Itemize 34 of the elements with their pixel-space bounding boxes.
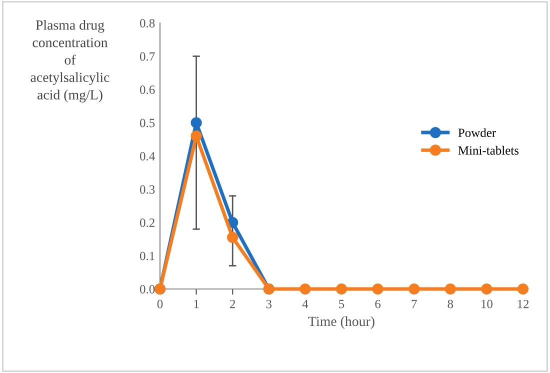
y-tick-label: 0.3 [140, 185, 155, 194]
point [408, 283, 420, 295]
x-tick-label: 4 [302, 300, 308, 308]
y-tick-label: 0.7 [140, 52, 155, 61]
point [372, 283, 384, 295]
point [481, 283, 492, 295]
legend-label: Mini-tablets [458, 146, 519, 155]
point [517, 283, 529, 295]
point [336, 283, 348, 295]
x-tick-label: 5 [339, 300, 344, 308]
y-tick-label: 0.8 [140, 19, 155, 28]
y-tick-label: 0.1 [140, 252, 154, 260]
x-tick-label: 1 [194, 300, 199, 308]
y-tick-label: 0.6 [140, 86, 155, 94]
x-tick-label: 8 [448, 300, 454, 308]
y-tick-label: 0.0 [140, 285, 155, 294]
point [227, 232, 238, 244]
x-tick-label: 0 [157, 300, 163, 308]
y-tick-label: 0.5 [140, 118, 155, 128]
legend-label: Powder [458, 128, 496, 138]
x-tick-label: 3 [266, 300, 272, 308]
point [190, 117, 202, 128]
x-axis-title: Time (hour) [308, 316, 374, 329]
point [444, 283, 456, 295]
point [300, 283, 311, 295]
y-tick-label: 0.4 [140, 152, 155, 161]
x-tick-label: 6 [375, 300, 381, 308]
x-tick-label: 7 [412, 300, 417, 308]
y-tick-label: 0.2 [140, 218, 154, 228]
y-axis-title: Plasma drug concentration of acetylsalicylic acid (mg/L) [30, 20, 110, 102]
x-tick-label: 12 [518, 300, 529, 308]
x-tick-label: 10 [482, 300, 492, 308]
x-tick-label: 2 [230, 300, 236, 308]
point [190, 130, 202, 142]
